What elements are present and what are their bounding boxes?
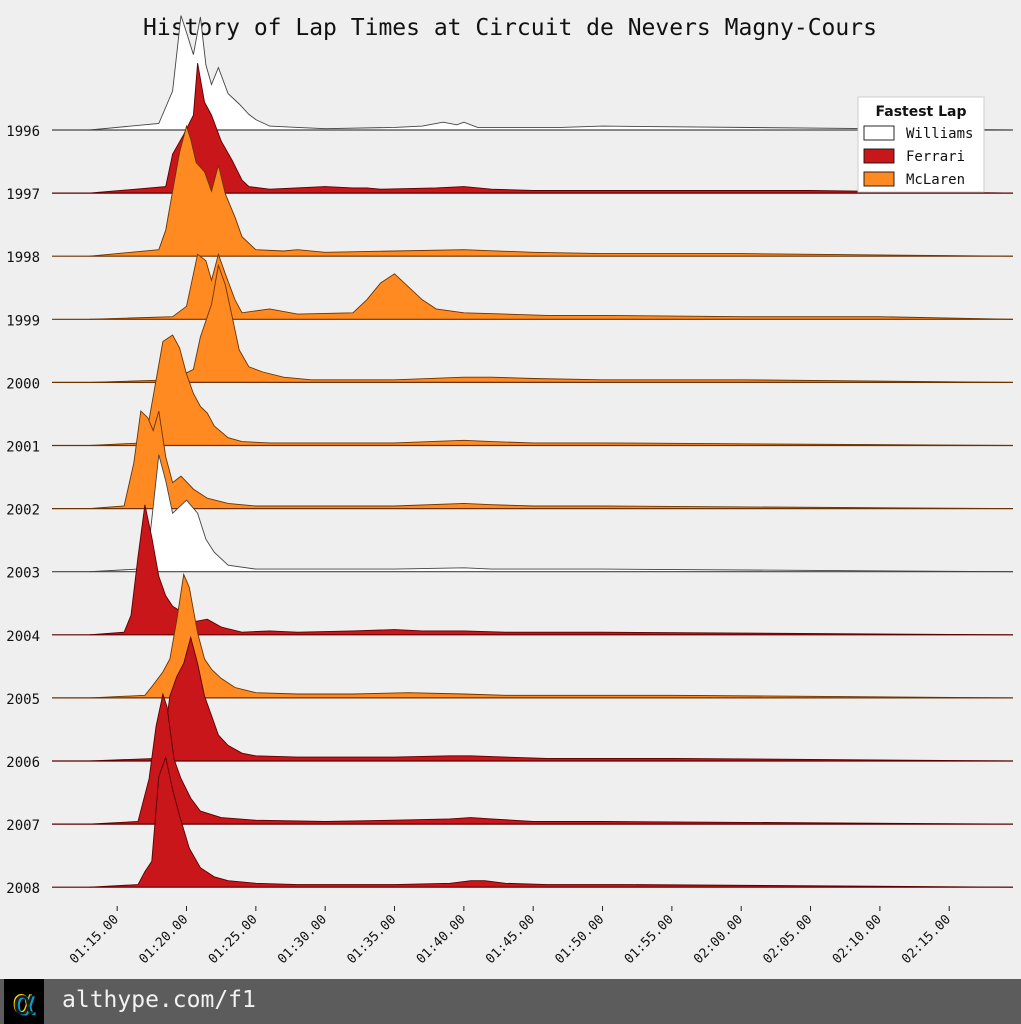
ridge-2006 bbox=[52, 635, 1014, 762]
ridge-outline-1998 bbox=[89, 124, 1014, 257]
ridge-2008 bbox=[52, 755, 1014, 888]
ridge-outline-2008 bbox=[89, 755, 1014, 888]
year-label-2004: 2004 bbox=[6, 629, 40, 645]
ridge-2002 bbox=[52, 410, 1014, 510]
legend-title: Fastest Lap bbox=[876, 104, 967, 120]
ridge-2005 bbox=[52, 572, 1014, 699]
year-label-1997: 1997 bbox=[6, 187, 40, 203]
ridge-2007 bbox=[52, 692, 1014, 825]
legend-label-williams: Williams bbox=[906, 126, 973, 142]
ridge-area-2001 bbox=[52, 335, 1013, 446]
x-tick-label: 01:45.00 bbox=[483, 912, 538, 967]
x-tick-label: 02:10.00 bbox=[830, 912, 885, 967]
year-label-1996: 1996 bbox=[6, 124, 40, 140]
x-tick-label: 02:15.00 bbox=[899, 912, 954, 967]
year-label-2001: 2001 bbox=[6, 440, 40, 456]
ridgeline-chart: History of Lap Times at Circuit de Never… bbox=[6, 15, 1014, 967]
x-tick-label: 01:25.00 bbox=[206, 912, 261, 967]
x-tick-label: 01:55.00 bbox=[622, 912, 677, 967]
svg-text:α: α bbox=[12, 982, 34, 1022]
year-labels: 1996 1997 1998 1999 2000 2001 2002 2003 2004 2005… bbox=[6, 124, 40, 897]
legend-label-mclaren: McLaren bbox=[906, 172, 965, 188]
legend: Fastest Lap Williams Ferrari McLaren bbox=[857, 96, 985, 193]
legend-label-ferrari: Ferrari bbox=[906, 149, 965, 165]
chart-title: History of Lap Times at Circuit de Never… bbox=[143, 15, 877, 41]
year-label-2008: 2008 bbox=[6, 881, 40, 897]
ridge-area-2008 bbox=[52, 757, 1013, 888]
legend-swatch-mclaren bbox=[863, 171, 895, 187]
ridge-outline-2001 bbox=[89, 334, 1014, 446]
ridge-outline-2007 bbox=[89, 692, 1014, 825]
year-label-2005: 2005 bbox=[6, 692, 40, 708]
ridge-2004 bbox=[52, 504, 1014, 636]
footer-url: althype.com/f1 bbox=[62, 987, 256, 1013]
x-tick-label: 01:30.00 bbox=[275, 912, 330, 967]
x-tick-label: 01:50.00 bbox=[552, 912, 607, 967]
ridge-1998 bbox=[52, 124, 1014, 257]
x-tick-label: 02:00.00 bbox=[691, 912, 746, 967]
ridge-2001 bbox=[52, 334, 1014, 447]
ridge-2003 bbox=[52, 454, 1014, 573]
svg-text:α: α bbox=[13, 983, 35, 1023]
year-label-2007: 2007 bbox=[6, 818, 40, 834]
year-label-2002: 2002 bbox=[6, 503, 40, 519]
ridge-1999 bbox=[52, 252, 1014, 320]
year-label-2003: 2003 bbox=[6, 566, 40, 582]
legend-swatch-williams bbox=[863, 125, 895, 141]
ridge-area-2007 bbox=[52, 694, 1013, 825]
ridge-outline-1997 bbox=[89, 63, 1014, 194]
ridge-2000 bbox=[52, 263, 1014, 383]
ridge-area-2004 bbox=[52, 504, 1013, 635]
ridge-area-2002 bbox=[52, 411, 1013, 509]
x-tick-label: 01:20.00 bbox=[136, 912, 191, 967]
x-tick-label: 01:15.00 bbox=[67, 912, 122, 967]
year-label-1998: 1998 bbox=[6, 250, 40, 266]
ridge-outline-1996 bbox=[89, 15, 1014, 131]
ridge-outline-2004 bbox=[89, 504, 1014, 636]
legend-swatch-ferrari bbox=[863, 148, 895, 164]
ridge-area-2003 bbox=[52, 454, 1013, 572]
ridge-outline-2005 bbox=[89, 572, 1014, 699]
ridge-outline-2003 bbox=[89, 454, 1014, 573]
ridge-outline-2006 bbox=[89, 635, 1014, 762]
x-tick-label: 01:40.00 bbox=[414, 912, 469, 967]
x-tick-label: 01:35.00 bbox=[344, 912, 399, 967]
ridge-outline-1999 bbox=[89, 252, 1014, 320]
ridge-area-1999 bbox=[52, 254, 1013, 320]
ridges bbox=[52, 15, 1014, 888]
year-label-1999: 1999 bbox=[6, 313, 40, 329]
svg-text:α: α bbox=[15, 984, 37, 1024]
x-tick-label: 02:05.00 bbox=[760, 912, 815, 967]
footer-bar: α α α althype.com/f1 bbox=[0, 979, 1021, 1024]
x-axis: 01:15.00 01:20.00 01:25.00 01:30.00 01:35.00… bbox=[67, 906, 954, 967]
alpha-logo-icon: α α α bbox=[4, 979, 44, 1024]
year-label-2000: 2000 bbox=[6, 376, 40, 392]
ridge-outline-2002 bbox=[89, 410, 1014, 510]
year-label-2006: 2006 bbox=[6, 755, 40, 771]
ridge-outline-2000 bbox=[89, 263, 1014, 383]
